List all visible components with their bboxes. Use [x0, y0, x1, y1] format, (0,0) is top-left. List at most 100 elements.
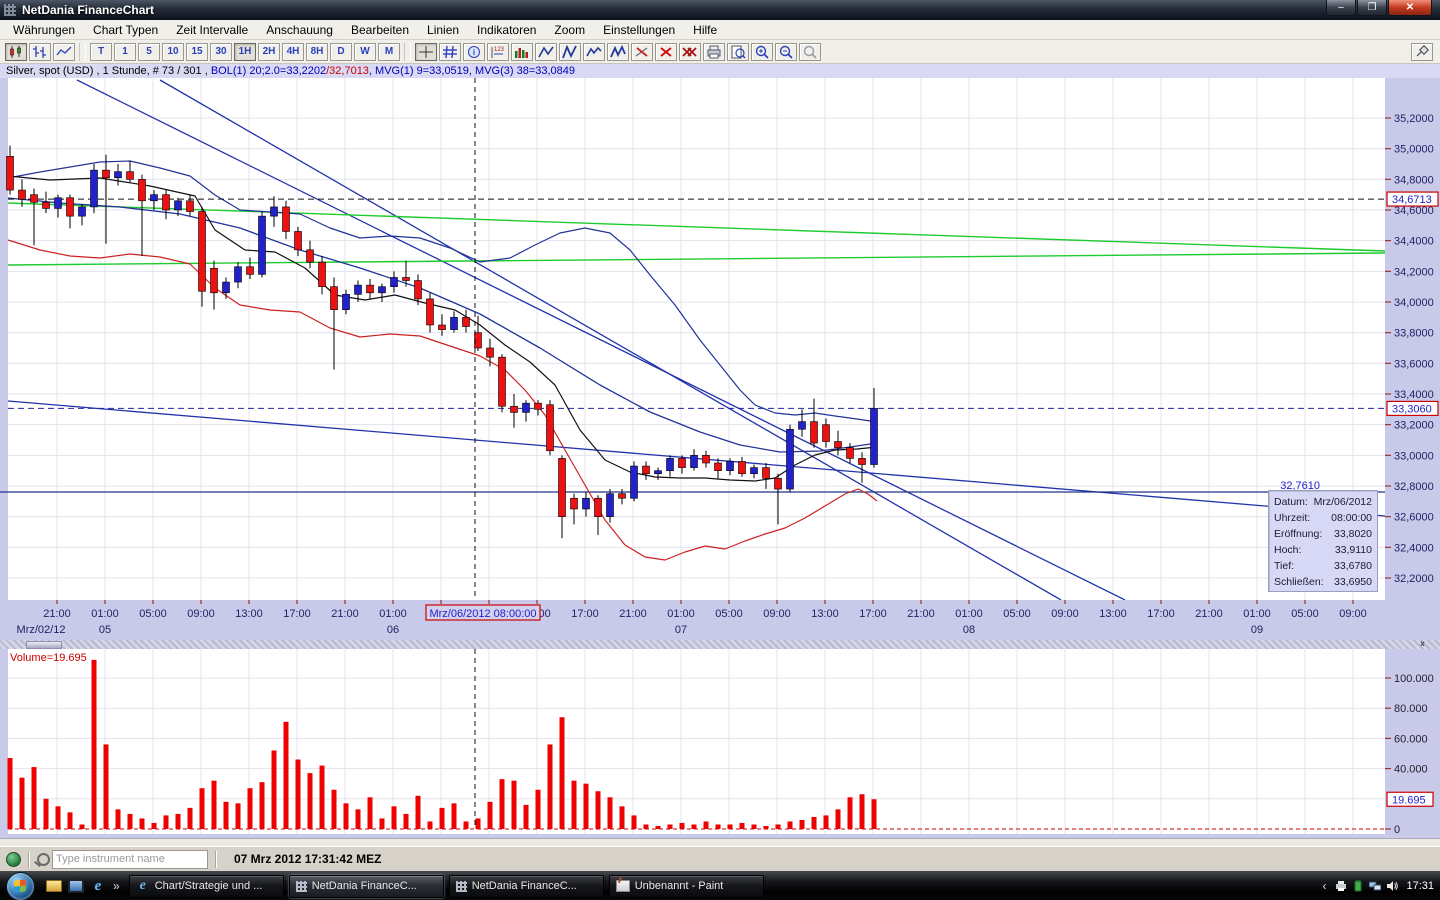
volume-histogram-button[interactable]	[511, 42, 533, 61]
menu-item-anschauung[interactable]: Anschauung	[266, 22, 333, 37]
tooltip-label: Schließen:	[1274, 576, 1324, 588]
trendline-blue-1[interactable]	[76, 79, 1126, 600]
interval-button-5[interactable]: 5	[138, 42, 160, 61]
pin-window-button[interactable]	[1411, 43, 1433, 61]
candle	[282, 206, 290, 232]
trend-line-2-button[interactable]	[559, 42, 581, 61]
restore-button[interactable]: ❐	[1357, 0, 1387, 16]
taskbar-task-unbenannt-paint[interactable]: Unbenannt - Paint	[608, 874, 764, 898]
delete-all-x-button[interactable]	[679, 42, 701, 61]
zoom-reset-button[interactable]	[799, 42, 821, 61]
trendline-blue-2[interactable]	[159, 79, 1062, 600]
price-axis-label: 33,2000	[1394, 420, 1434, 432]
taskbar-clock[interactable]: 17:31	[1406, 880, 1434, 892]
panel-separator[interactable]: x	[0, 640, 1440, 649]
quicklaunch-ie-icon[interactable]: e	[94, 877, 102, 894]
instrument-search-input[interactable]	[52, 849, 208, 869]
trend-line-4-button[interactable]	[607, 42, 629, 61]
taskbar-task-chart-strategie-und-[interactable]: e Chart/Strategie und ...	[128, 874, 284, 898]
print-preview-button[interactable]	[727, 42, 749, 61]
volume-bar	[799, 819, 805, 829]
candle	[654, 470, 662, 475]
volume-bar	[259, 782, 265, 829]
bollinger-upper-line[interactable]	[7, 160, 878, 423]
task-label: Unbenannt - Paint	[634, 880, 724, 892]
minimize-button[interactable]: –	[1326, 0, 1356, 16]
candle	[270, 206, 278, 217]
interval-button-1[interactable]: 1	[114, 42, 136, 61]
zoom-in-button[interactable]	[751, 42, 773, 61]
interval-button-10[interactable]: 10	[162, 42, 184, 61]
printer-icon[interactable]	[1335, 880, 1347, 892]
zoom-out-button[interactable]	[775, 42, 797, 61]
indicator-close-icon[interactable]: x	[1420, 639, 1425, 648]
menu-item-bearbeiten[interactable]: Bearbeiten	[350, 22, 410, 37]
grid-button[interactable]	[439, 42, 461, 61]
menu-item-hilfe[interactable]: Hilfe	[693, 22, 718, 37]
separator-grip-icon[interactable]	[26, 641, 62, 649]
candle	[198, 211, 206, 292]
line-chart-button[interactable]	[53, 42, 75, 61]
tray-chevron[interactable]: ‹	[1322, 879, 1327, 893]
info-button[interactable]: i	[463, 42, 485, 61]
indicator-values-button[interactable]: 123	[487, 42, 509, 61]
candle	[306, 249, 314, 263]
bollinger-lower-line[interactable]	[7, 239, 878, 561]
ohlc-bar-chart-button[interactable]	[29, 42, 51, 61]
delete-line-button[interactable]	[631, 42, 653, 61]
interval-button-w[interactable]: W	[354, 42, 376, 61]
menu-item-chart-typen[interactable]: Chart Typen	[93, 22, 159, 37]
candle	[522, 402, 530, 413]
date-axis-label: 05	[99, 624, 111, 636]
speaker-icon[interactable]	[1386, 880, 1399, 892]
price-axis-label: 35,2000	[1394, 113, 1434, 125]
volume-chart[interactable]: 100.000 80.000 60.000 40.000 0 19.695 Volume=1…	[0, 649, 1440, 838]
interval-button-30[interactable]: 30	[210, 42, 232, 61]
delete-x-button[interactable]	[655, 42, 677, 61]
menu-item-zoom[interactable]: Zoom	[554, 22, 586, 37]
price-chart-panel[interactable]: 35,2000 35,0000 34,8000 34,6000 34,4000 34,20…	[0, 78, 1440, 600]
paint-icon	[615, 880, 630, 892]
interval-button-d[interactable]: D	[330, 42, 352, 61]
quicklaunch-overflow-chevron[interactable]: »	[113, 879, 120, 893]
battery-status-icon[interactable]	[1352, 880, 1364, 892]
interval-button-1h[interactable]: 1H	[234, 42, 256, 61]
candle	[18, 189, 26, 200]
crosshair-button[interactable]	[415, 42, 437, 61]
candle	[582, 497, 590, 510]
legend-segment: /32,7013	[326, 65, 369, 77]
mvg9-line[interactable]	[7, 175, 878, 482]
candlestick-chart-button[interactable]	[5, 42, 27, 61]
taskbar-task-netdania-financec-[interactable]: NetDania FinanceC...	[448, 874, 604, 898]
interval-button-2h[interactable]: 2H	[258, 42, 280, 61]
tooltip-value: 08:00:00	[1331, 512, 1372, 524]
menu-item-indikatoren[interactable]: Indikatoren	[477, 22, 537, 37]
close-button[interactable]: ✕	[1388, 0, 1432, 16]
interval-button-8h[interactable]: 8H	[306, 42, 328, 61]
volume-bar	[67, 812, 73, 829]
quicklaunch-folder-icon[interactable]	[46, 878, 62, 894]
price-chart[interactable]: 35,2000 35,0000 34,8000 34,6000 34,4000 34,20…	[0, 78, 1440, 600]
menu-item-einstellungen[interactable]: Einstellungen	[603, 22, 676, 37]
menu-item-zeit-intervalle[interactable]: Zeit Intervalle	[176, 22, 249, 37]
start-button[interactable]	[6, 871, 35, 900]
candle	[726, 461, 734, 471]
trend-line-1-button[interactable]	[535, 42, 557, 61]
quicklaunch-desktop-icon[interactable]	[68, 878, 84, 894]
volume-panel[interactable]: 100.000 80.000 60.000 40.000 0 19.695 Volume=1…	[0, 649, 1440, 838]
print-button[interactable]	[703, 42, 725, 61]
interval-button-4h[interactable]: 4H	[282, 42, 304, 61]
trend-line-3-button[interactable]	[583, 42, 605, 61]
interval-button-m[interactable]: M	[378, 42, 400, 61]
trendline-green-1[interactable]	[7, 202, 1386, 252]
menu-item-w-hrungen[interactable]: Währungen	[13, 22, 76, 37]
menu-item-linien[interactable]: Linien	[427, 22, 460, 37]
interval-button-15[interactable]: 15	[186, 42, 208, 61]
candle	[402, 277, 410, 281]
time-axis-label: 05:00	[139, 608, 167, 620]
taskbar-task-netdania-financec-[interactable]: NetDania FinanceC...	[288, 874, 444, 898]
network-icon[interactable]	[1369, 880, 1382, 892]
volume-panel-label: Volume=19.695	[10, 652, 87, 664]
interval-button-t[interactable]: T	[90, 42, 112, 61]
task-buttons: e Chart/Strategie und ... NetDania Finance…	[124, 874, 764, 898]
